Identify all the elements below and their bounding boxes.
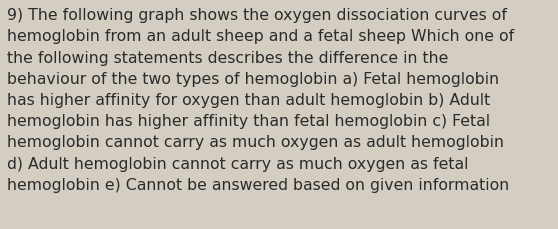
Text: 9) The following graph shows the oxygen dissociation curves of
hemoglobin from a: 9) The following graph shows the oxygen …	[7, 8, 514, 192]
